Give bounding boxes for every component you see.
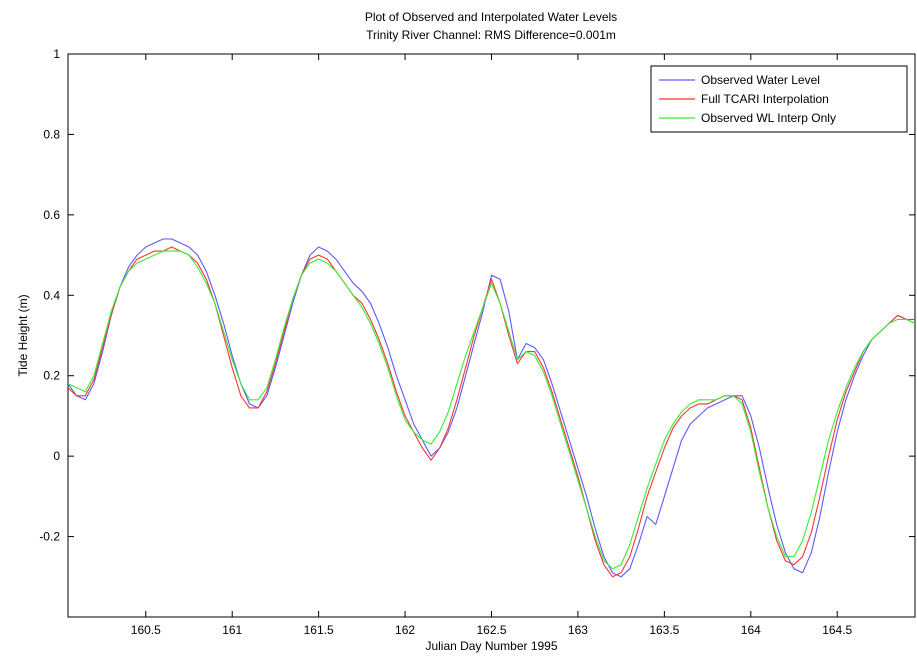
chart-title: Plot of Observed and Interpolated Water …: [365, 10, 617, 24]
legend-box: [650, 65, 908, 133]
y-tick-label: 0.4: [43, 288, 60, 302]
y-axis: -0.2 0 0.2 0.4 0.6 0.8 1: [39, 47, 915, 544]
series-line-1: [68, 238, 915, 578]
y-tick-label: 0.8: [43, 127, 60, 141]
x-axis: 160.5 161 161.5 162 162.5 163 163.5 164 164.5: [131, 54, 853, 637]
legend-label: Full TCARI Interpolation: [701, 92, 829, 106]
x-axis-label: Julian Day Number 1995: [425, 639, 557, 653]
x-tick-label: 164.5: [822, 623, 852, 637]
x-tick-label: 162.5: [476, 623, 506, 637]
series-line-2: [68, 246, 915, 578]
x-tick-label: 160.5: [131, 623, 161, 637]
y-axis-label: Tide Height (m): [16, 294, 30, 376]
x-tick-label: 162: [395, 623, 415, 637]
y-tick-label: 1: [53, 47, 60, 61]
legend-label: Observed Water Level: [701, 73, 820, 87]
x-tick-label: 163: [568, 623, 588, 637]
y-tick-label: 0.6: [43, 208, 60, 222]
x-tick-label: 161.5: [304, 623, 334, 637]
x-tick-label: 163.5: [649, 623, 679, 637]
chart-subtitle: Trinity River Channel: RMS Difference=0.…: [366, 28, 616, 42]
y-tick-label: 0: [53, 449, 60, 463]
x-tick-label: 161: [222, 623, 242, 637]
x-tick-label: 164: [741, 623, 761, 637]
y-tick-label: 0.2: [43, 369, 60, 383]
plot-frame: [67, 53, 916, 618]
y-tick-label: -0.2: [39, 530, 60, 544]
legend: Observed Water Level Full TCARI Interpola…: [650, 65, 908, 133]
series-line-3: [68, 250, 915, 570]
series-group: [68, 238, 915, 578]
legend-label: Observed WL Interp Only: [701, 111, 836, 125]
